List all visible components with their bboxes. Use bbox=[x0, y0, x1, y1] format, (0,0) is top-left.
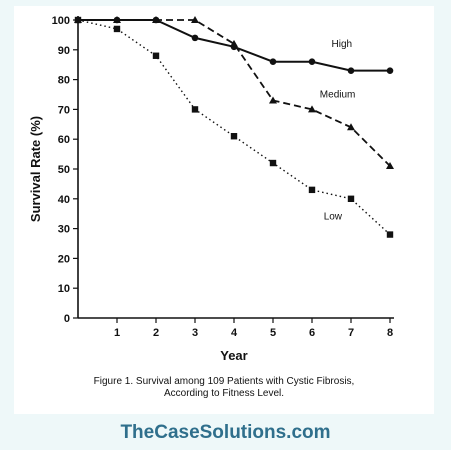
series-line-medium bbox=[78, 19, 391, 167]
x-tick-label: 3 bbox=[192, 327, 198, 339]
y-tick-label: 70 bbox=[58, 104, 70, 116]
series-line-low bbox=[77, 19, 391, 236]
point-low bbox=[74, 16, 82, 24]
point-low bbox=[191, 106, 199, 113]
point-medium bbox=[152, 16, 160, 23]
point-high bbox=[308, 58, 316, 66]
chart-axes bbox=[77, 16, 394, 319]
y-tick-label: 50 bbox=[58, 164, 70, 176]
x-tick-label: 6 bbox=[309, 327, 315, 339]
x-tick-label: 1 bbox=[114, 327, 120, 339]
point-low bbox=[152, 52, 160, 59]
point-low bbox=[113, 25, 121, 33]
y-axis-title: Survival Rate (%) bbox=[28, 116, 43, 222]
chart-series bbox=[74, 16, 394, 238]
point-high bbox=[191, 34, 199, 42]
x-tick-label: 2 bbox=[153, 327, 159, 339]
y-tick-label: 30 bbox=[58, 224, 70, 236]
series-label-high: High bbox=[332, 39, 353, 50]
point-low bbox=[347, 195, 355, 202]
point-low bbox=[386, 231, 394, 238]
series-label-medium: Medium bbox=[320, 89, 356, 100]
caption-line-2: According to Fitness Level. bbox=[163, 388, 285, 399]
point-medium bbox=[347, 123, 355, 131]
x-tick-label: 7 bbox=[348, 327, 354, 339]
y-tick-label: 40 bbox=[58, 194, 70, 206]
x-tick-label: 4 bbox=[231, 327, 238, 339]
point-medium bbox=[230, 39, 238, 47]
point-low bbox=[269, 159, 277, 167]
caption-line-1: Figure 1. Survival among 109 Patients wi… bbox=[93, 376, 355, 387]
series-label-low: Low bbox=[324, 212, 343, 223]
watermark-text: TheCaseSolutions.com bbox=[120, 422, 331, 443]
figure-caption: Figure 1. Survival among 109 Patients wi… bbox=[14, 376, 434, 400]
chart-series-labels: High Medium Low bbox=[320, 39, 356, 223]
point-low bbox=[230, 133, 238, 140]
point-medium bbox=[269, 96, 277, 104]
point-medium bbox=[308, 105, 316, 113]
x-tick-label: 8 bbox=[387, 327, 393, 339]
point-medium bbox=[113, 16, 121, 23]
y-tick-label: 80 bbox=[58, 75, 70, 87]
y-tick-label: 90 bbox=[58, 45, 70, 57]
point-medium bbox=[191, 16, 199, 23]
point-high bbox=[269, 58, 277, 66]
y-tick-label: 60 bbox=[58, 134, 70, 146]
y-tick-label: 20 bbox=[58, 253, 70, 265]
y-tick-label: 0 bbox=[64, 313, 70, 325]
y-tick-label: 100 bbox=[52, 15, 70, 27]
x-tick-label: 5 bbox=[270, 327, 276, 339]
figure-panel bbox=[14, 6, 434, 414]
point-high bbox=[386, 67, 394, 74]
chart-ticks: 0 10 20 30 40 50 60 70 80 90 100 1 2 3 4 5 6 7 8 bbox=[52, 15, 393, 339]
point-medium bbox=[386, 162, 394, 170]
point-high bbox=[347, 67, 355, 74]
x-axis-title: Year bbox=[220, 348, 247, 363]
y-tick-label: 10 bbox=[58, 283, 70, 295]
point-low bbox=[308, 186, 316, 194]
